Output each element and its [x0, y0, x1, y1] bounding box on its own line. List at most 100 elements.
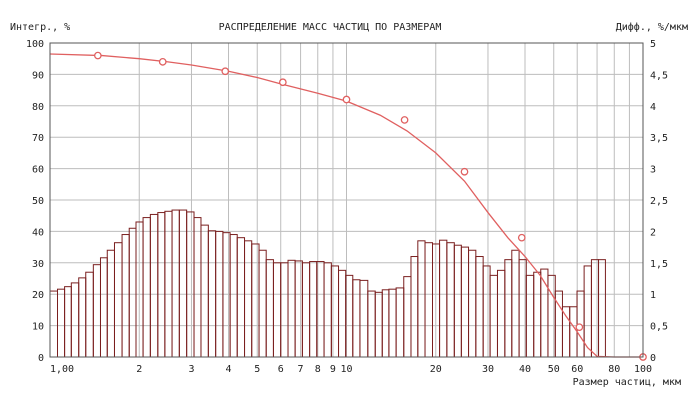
histogram-bar	[121, 234, 130, 358]
x-tick-label: 8	[315, 364, 321, 375]
histogram-bar	[200, 224, 209, 358]
x-tick-label: 4	[225, 364, 231, 375]
histogram-bar	[171, 209, 180, 358]
histogram-bar	[453, 244, 462, 358]
y-right-tick-label: 3	[650, 165, 656, 176]
left-axis-label: Интегр., %	[10, 22, 70, 33]
histogram-bar	[496, 269, 506, 358]
x-tick-label: 7	[298, 364, 304, 375]
x-tick-label: 3	[188, 364, 194, 375]
y-right-tick-label: 4,5	[650, 70, 668, 81]
cumulative-marker	[517, 233, 526, 242]
histogram-bar	[106, 249, 115, 358]
chart-title: РАСПРЕДЕЛЕНИЕ МАСС ЧАСТИЦ ПО РАЗМЕРАМ	[219, 22, 442, 33]
histogram-bar	[309, 261, 318, 358]
x-tick-label: 2	[136, 364, 142, 375]
y-right-tick-label: 5	[650, 39, 656, 50]
x-tick-label: 80	[608, 364, 620, 375]
y-left-tick-label: 70	[32, 133, 44, 144]
histogram-bar	[468, 249, 477, 358]
y-left-tick-label: 60	[32, 165, 44, 176]
cumulative-marker	[575, 323, 584, 332]
y-left-tick-label: 0	[38, 353, 44, 364]
histogram-bar	[323, 262, 332, 358]
x-tick-label: 20	[430, 364, 442, 375]
histogram-bar	[244, 240, 253, 358]
y-right-tick-label: 4	[650, 102, 656, 113]
histogram-bar	[504, 259, 513, 358]
y-left-tick-label: 100	[26, 39, 44, 50]
histogram-bar	[49, 290, 58, 358]
x-axis-label: Размер частиц, мкм	[573, 377, 681, 388]
cumulative-marker	[158, 57, 167, 66]
y-left-tick-label: 30	[32, 259, 44, 270]
cumulative-marker	[94, 51, 102, 60]
histogram-bar	[64, 286, 72, 358]
histogram-bar	[388, 288, 397, 358]
histogram-bar	[561, 306, 571, 358]
histogram-bar	[128, 227, 137, 358]
histogram-bar	[446, 242, 455, 358]
x-tick-label: 5	[254, 364, 260, 375]
y-left-tick-label: 20	[32, 290, 44, 301]
cumulative-curve	[49, 53, 643, 358]
grid-layer	[49, 42, 644, 358]
histogram-bar	[178, 209, 188, 358]
histogram-bar	[367, 290, 376, 358]
histogram-bar	[113, 242, 123, 358]
histogram-bar	[475, 256, 484, 358]
x-tick-label: 10	[340, 364, 352, 375]
right-axis-label: Дифф., %/мкм	[616, 21, 688, 33]
x-tick-label: 9	[330, 364, 336, 375]
histogram-bar	[229, 234, 238, 358]
histogram-bar	[395, 287, 405, 358]
histogram-bar	[142, 217, 151, 358]
y-right-tick-label: 0	[650, 353, 656, 364]
histogram-bar	[236, 237, 246, 358]
x-tick-label: 6	[278, 364, 284, 375]
histogram-bar	[164, 210, 173, 358]
histogram-bar	[338, 269, 347, 358]
histogram-bar	[381, 289, 390, 358]
histogram-bar	[294, 260, 303, 358]
x-tick-label: 40	[519, 364, 531, 375]
histogram-bar	[265, 259, 274, 358]
histogram-bar	[460, 246, 470, 358]
histogram-bar	[149, 213, 159, 358]
histogram-bar	[439, 239, 448, 358]
x-tick-label: 60	[571, 364, 583, 375]
x-tick-label: 50	[548, 364, 560, 375]
y-left-tick-label: 50	[32, 196, 44, 207]
histogram-bar	[301, 262, 311, 358]
y-right-tick-label: 1,5	[650, 259, 668, 270]
histogram-bar	[85, 271, 94, 358]
histogram-bar	[258, 249, 267, 358]
y-right-tick-label: 2	[650, 227, 656, 238]
histogram-bar	[287, 259, 296, 358]
x-tick-label: 30	[482, 364, 494, 375]
histogram-bar	[78, 277, 87, 358]
histogram-bar	[410, 256, 419, 358]
histogram-bar	[251, 243, 260, 358]
cumulative-marker	[278, 78, 287, 87]
histogram-bar	[417, 240, 426, 358]
histogram-bar	[193, 217, 202, 358]
cumulative-marker	[342, 95, 351, 104]
histogram-bar	[157, 212, 166, 358]
histogram-bar	[272, 262, 282, 358]
histogram-bar	[403, 276, 412, 358]
histogram-bar	[489, 274, 498, 358]
histogram-bar	[374, 291, 383, 358]
histogram-bar	[525, 274, 535, 358]
histogram-bar	[352, 279, 361, 358]
histogram-bar	[511, 249, 520, 358]
y-left-tick-label: 40	[32, 227, 44, 238]
axis-layer: 010203040506070809010000,511,522,533,544…	[26, 39, 668, 375]
histogram-bar	[92, 264, 101, 358]
histogram-bar	[99, 257, 108, 358]
histogram-bars	[49, 209, 606, 358]
y-right-tick-label: 3,5	[650, 133, 668, 144]
x-tick-label: 1,00	[50, 364, 74, 375]
y-left-tick-label: 10	[32, 322, 44, 333]
